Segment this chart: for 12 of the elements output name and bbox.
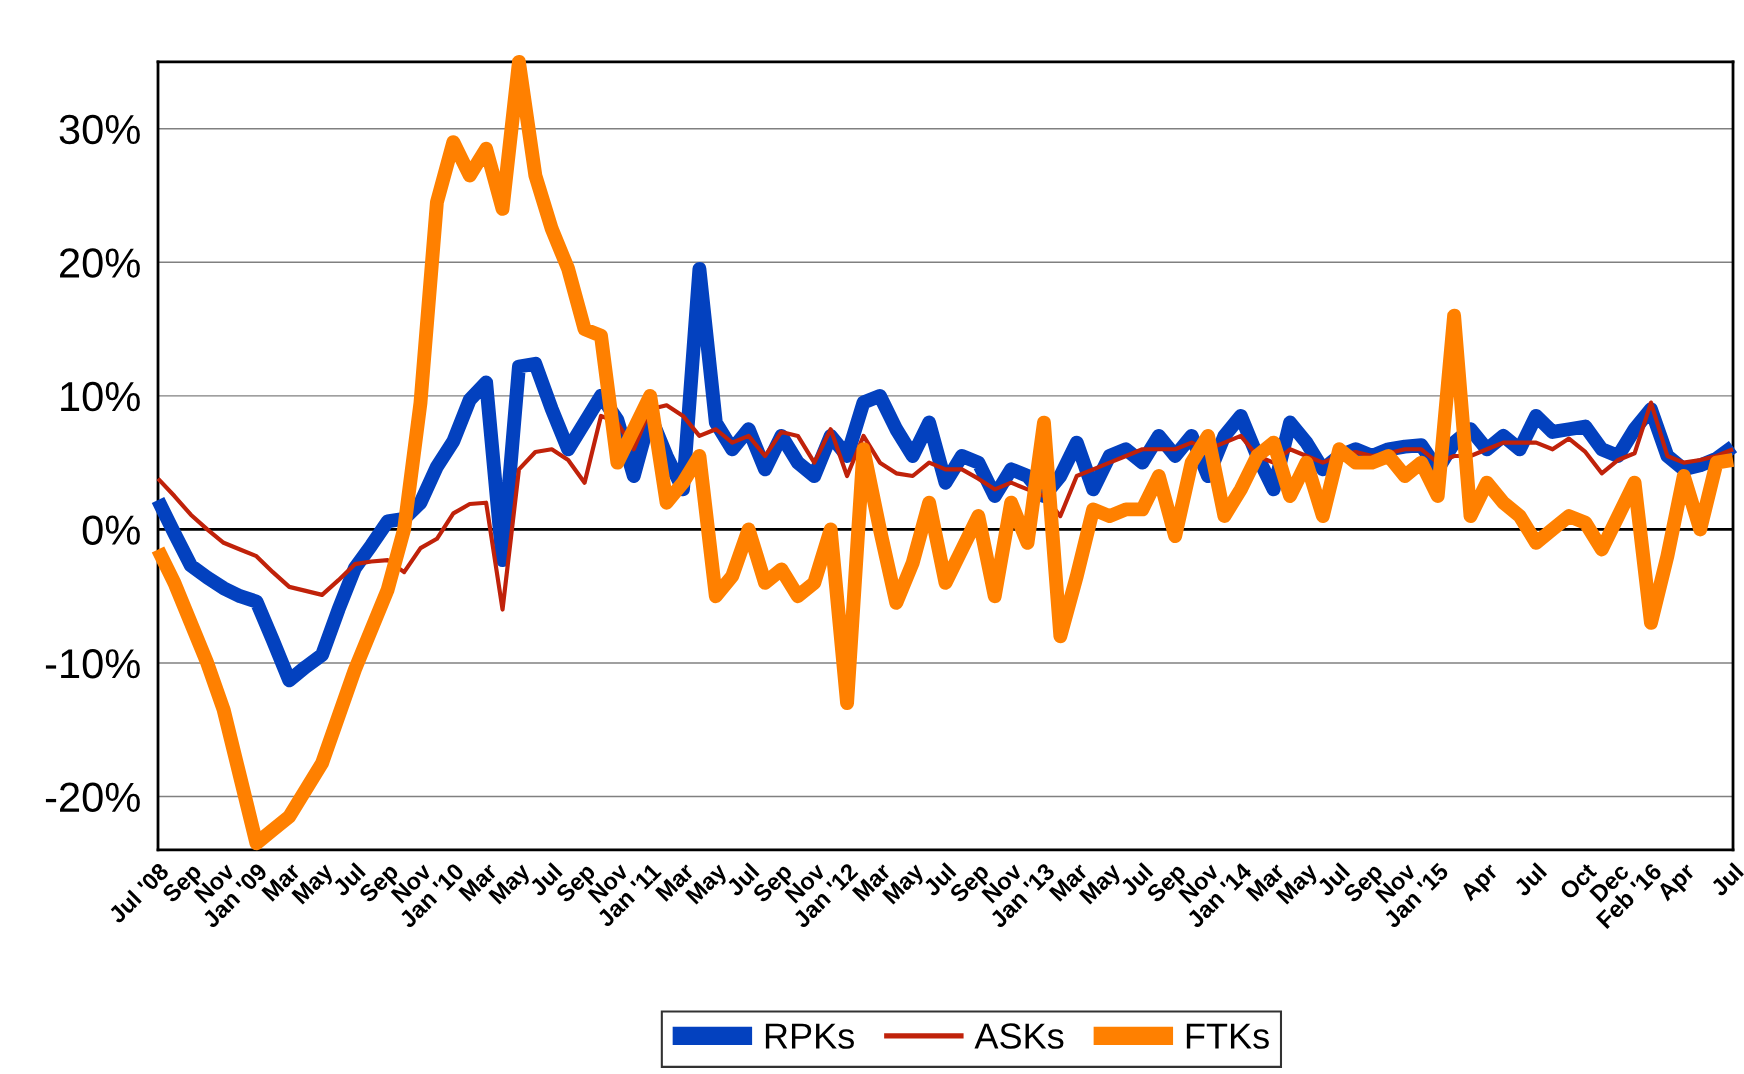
x-tick-label: Jul	[1512, 862, 1548, 898]
y-tick-label: 0%	[82, 515, 140, 545]
y-tick-label: 10%	[61, 381, 140, 412]
x-tick-label: Apr	[1459, 861, 1503, 905]
y-tick-label: -20%	[45, 782, 140, 813]
y-tick-label: -10%	[45, 648, 140, 679]
x-tick-label: Jul	[1709, 862, 1744, 898]
y-tick-label: 20%	[60, 248, 140, 278]
legend-label: RPKs	[765, 1023, 854, 1049]
legend-label: FTKs	[1186, 1023, 1269, 1049]
legend-label: ASKs	[974, 1023, 1064, 1049]
y-tick-label: 30%	[59, 114, 140, 145]
